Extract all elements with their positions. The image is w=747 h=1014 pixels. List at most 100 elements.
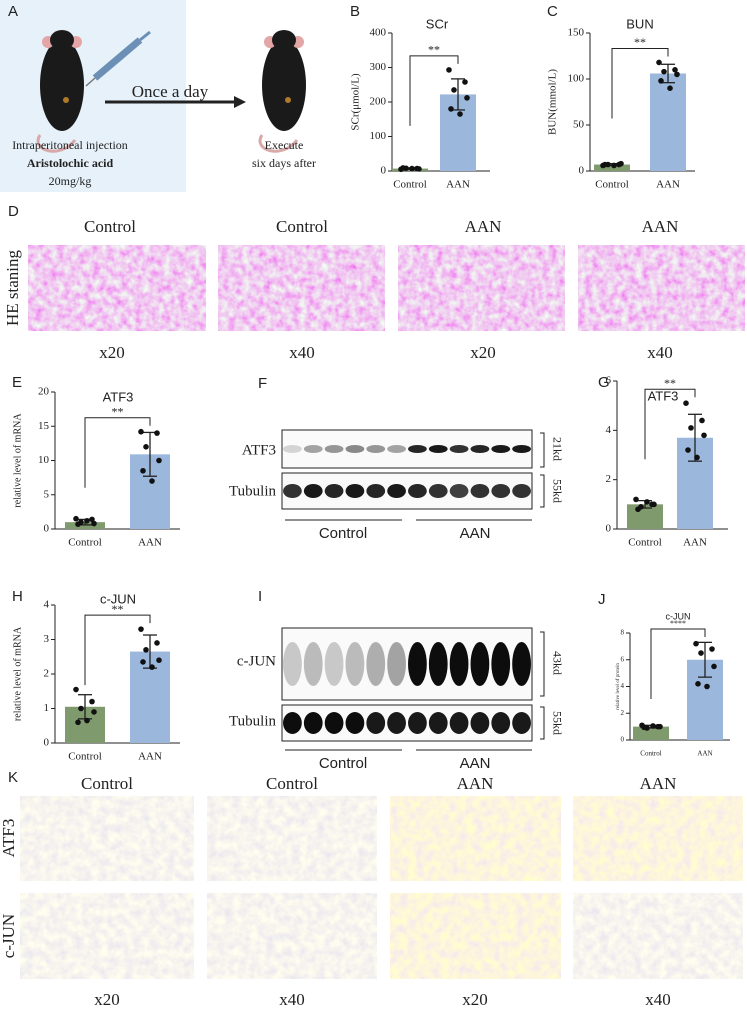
x-tick-label: AAN: [138, 751, 162, 763]
x-tick-label: Control: [393, 179, 427, 191]
y-axis-label: SCr(μmol/L): [350, 73, 362, 131]
blot-band: [408, 642, 427, 686]
blot-band: [366, 484, 386, 498]
data-point: [400, 165, 406, 171]
panel-background: [0, 0, 186, 192]
group-label: AAN: [460, 525, 491, 542]
data-point: [84, 517, 90, 524]
data-point: [611, 162, 617, 169]
blot-band: [449, 642, 469, 686]
protein-label: Tubulin: [229, 713, 276, 729]
magnification: x40: [645, 990, 671, 1009]
significance: **: [112, 602, 124, 616]
x-tick-label: Control: [68, 751, 102, 763]
magnification: x20: [99, 343, 125, 362]
y-tick-label: 4: [621, 682, 625, 690]
blot-band: [345, 484, 365, 498]
group-label: Control: [319, 755, 367, 772]
blot-band: [283, 642, 302, 686]
blot-band: [345, 712, 365, 734]
blot-band: [303, 712, 323, 734]
data-point: [661, 68, 667, 75]
data-point: [91, 709, 97, 715]
data-point: [91, 520, 97, 527]
panel-a: A Once a day Intraperitoneal injection A…: [0, 0, 316, 192]
data-point: [140, 659, 146, 665]
protein-label: Tubulin: [229, 483, 276, 499]
bar: [633, 726, 669, 740]
mouse-icon: [258, 30, 306, 153]
data-point: [644, 499, 650, 505]
y-tick-label: 4: [44, 599, 50, 611]
data-point: [156, 457, 162, 464]
significance-bracket: [409, 55, 459, 126]
blot-band: [387, 712, 406, 734]
x-tick-label: AAN: [683, 537, 707, 549]
data-point: [667, 85, 673, 91]
x-tick-label: AAN: [446, 179, 470, 191]
column-label: Control: [84, 217, 136, 236]
data-point: [633, 496, 639, 503]
blot-band: [324, 712, 344, 734]
blot-band: [324, 484, 344, 498]
blot: [281, 704, 533, 742]
blot-band: [387, 484, 406, 498]
ihc-image: [207, 893, 377, 979]
panel-letter: C: [547, 3, 558, 20]
y-tick-label: 150: [568, 27, 585, 39]
data-point: [75, 521, 81, 528]
y-tick-label: 15: [38, 420, 50, 432]
data-point: [154, 430, 160, 436]
blot-band: [428, 484, 448, 498]
significance-bracket: [84, 614, 151, 686]
y-tick-label: 6: [606, 375, 612, 387]
size-label: 55kd: [550, 479, 564, 503]
data-point: [464, 95, 470, 101]
data-point: [73, 515, 79, 522]
data-point: [138, 626, 144, 632]
caption: Execute: [265, 138, 304, 152]
data-point: [140, 467, 146, 474]
ihc-image: [390, 893, 561, 979]
blot-band: [491, 484, 511, 498]
y-tick-label: 0: [606, 523, 612, 535]
blot-band: [303, 484, 323, 498]
y-tick-label: 6: [621, 655, 625, 663]
panel-letter: I: [258, 588, 262, 605]
x-tick-label: AAN: [656, 179, 680, 191]
histology-image: [218, 245, 385, 331]
blot-band: [387, 445, 406, 453]
blot-band: [491, 445, 511, 453]
blot-band: [366, 712, 386, 734]
chart-title: ATF3: [648, 388, 679, 403]
significance: **: [112, 404, 124, 418]
y-axis-label: relative level of protein: [616, 663, 621, 710]
data-point: [143, 444, 149, 450]
blot-band: [470, 484, 490, 498]
blot-band: [470, 445, 490, 453]
column-label: AAN: [640, 774, 677, 793]
panel-letter: E: [12, 374, 22, 391]
y-tick-label: 0: [579, 165, 585, 177]
size-label: 55kd: [550, 711, 564, 735]
blot-band: [512, 642, 531, 686]
data-point: [699, 417, 705, 424]
size-label: 43kd: [550, 651, 564, 675]
panel-letter: A: [8, 3, 18, 20]
column-label: AAN: [457, 774, 494, 793]
chart-title: c-JUN: [666, 611, 691, 621]
panel-letter: B: [350, 3, 360, 20]
caption: Intraperitoneal injection: [12, 138, 128, 152]
blot-band: [366, 445, 386, 453]
y-tick-label: 10: [38, 454, 50, 466]
group-label: AAN: [460, 755, 491, 772]
magnification: x40: [289, 343, 315, 362]
data-point: [84, 717, 90, 724]
blot: [281, 627, 533, 701]
panel-d: D HE staning Control Control AAN AAN x20…: [3, 203, 745, 362]
blot-band: [283, 484, 302, 498]
protein-label: c-JUN: [237, 653, 276, 669]
ihc-image: [573, 796, 743, 881]
arrow-label: Once a day: [132, 82, 209, 101]
data-point: [156, 657, 162, 663]
